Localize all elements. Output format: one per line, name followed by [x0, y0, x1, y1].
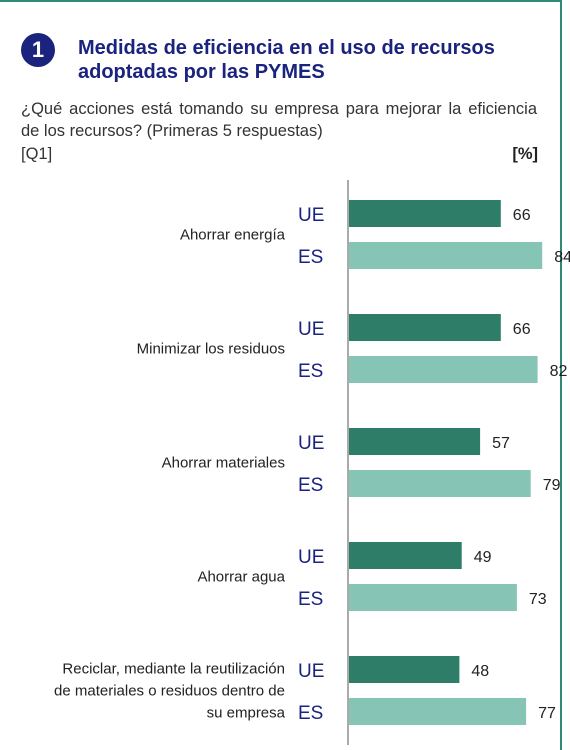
value-label: 77 — [538, 705, 556, 722]
bar-ue — [349, 314, 501, 341]
value-label: 73 — [529, 591, 547, 608]
value-label: 66 — [513, 207, 531, 224]
value-label: 66 — [513, 321, 531, 338]
value-label: 49 — [474, 549, 492, 566]
series-label-es: ES — [298, 703, 323, 724]
series-label-es: ES — [298, 361, 323, 382]
category-label: de materiales o residuos dentro de — [54, 683, 285, 700]
series-label-ue: UE — [298, 547, 324, 568]
page-title: Medidas de eficiencia en el uso de recur… — [78, 37, 495, 83]
bar-es — [349, 242, 543, 269]
value-label: 82 — [550, 363, 568, 380]
category-label: Minimizar los residuos — [137, 341, 285, 358]
question-code: [Q1] — [21, 145, 53, 163]
series-label-es: ES — [298, 247, 323, 268]
series-label-es: ES — [298, 589, 323, 610]
series-label-ue: UE — [298, 205, 324, 226]
series-label-ue: UE — [298, 433, 324, 454]
unit-label: [%] — [512, 145, 538, 163]
value-label: 84 — [554, 249, 570, 266]
value-label: 48 — [471, 663, 489, 680]
category-label: Reciclar, mediante la reutilización — [62, 661, 285, 678]
bar-ue — [349, 542, 462, 569]
category-label: Ahorrar agua — [197, 569, 285, 586]
series-label-ue: UE — [298, 319, 324, 340]
category-label: su empresa — [207, 705, 286, 722]
value-label: 57 — [492, 435, 510, 452]
category-label: Ahorrar materiales — [162, 455, 285, 472]
bar-ue — [349, 656, 460, 683]
right-border — [560, 0, 562, 750]
bar-es — [349, 356, 538, 383]
survey-question: ¿Qué acciones está tomando su empresa pa… — [21, 100, 537, 140]
series-label-es: ES — [298, 475, 323, 496]
bar-ue — [349, 200, 501, 227]
top-border — [0, 0, 560, 2]
category-label: Ahorrar energía — [180, 227, 286, 244]
bar-ue — [349, 428, 481, 455]
series-label-ue: UE — [298, 661, 324, 682]
bar-es — [349, 698, 527, 725]
bar-es — [349, 470, 531, 497]
value-label: 79 — [543, 477, 561, 494]
bar-es — [349, 584, 517, 611]
section-number-badge: 1 — [21, 33, 55, 67]
bar-chart: Ahorrar energía UE 66 ES 84 Minimizar los res… — [54, 180, 570, 745]
